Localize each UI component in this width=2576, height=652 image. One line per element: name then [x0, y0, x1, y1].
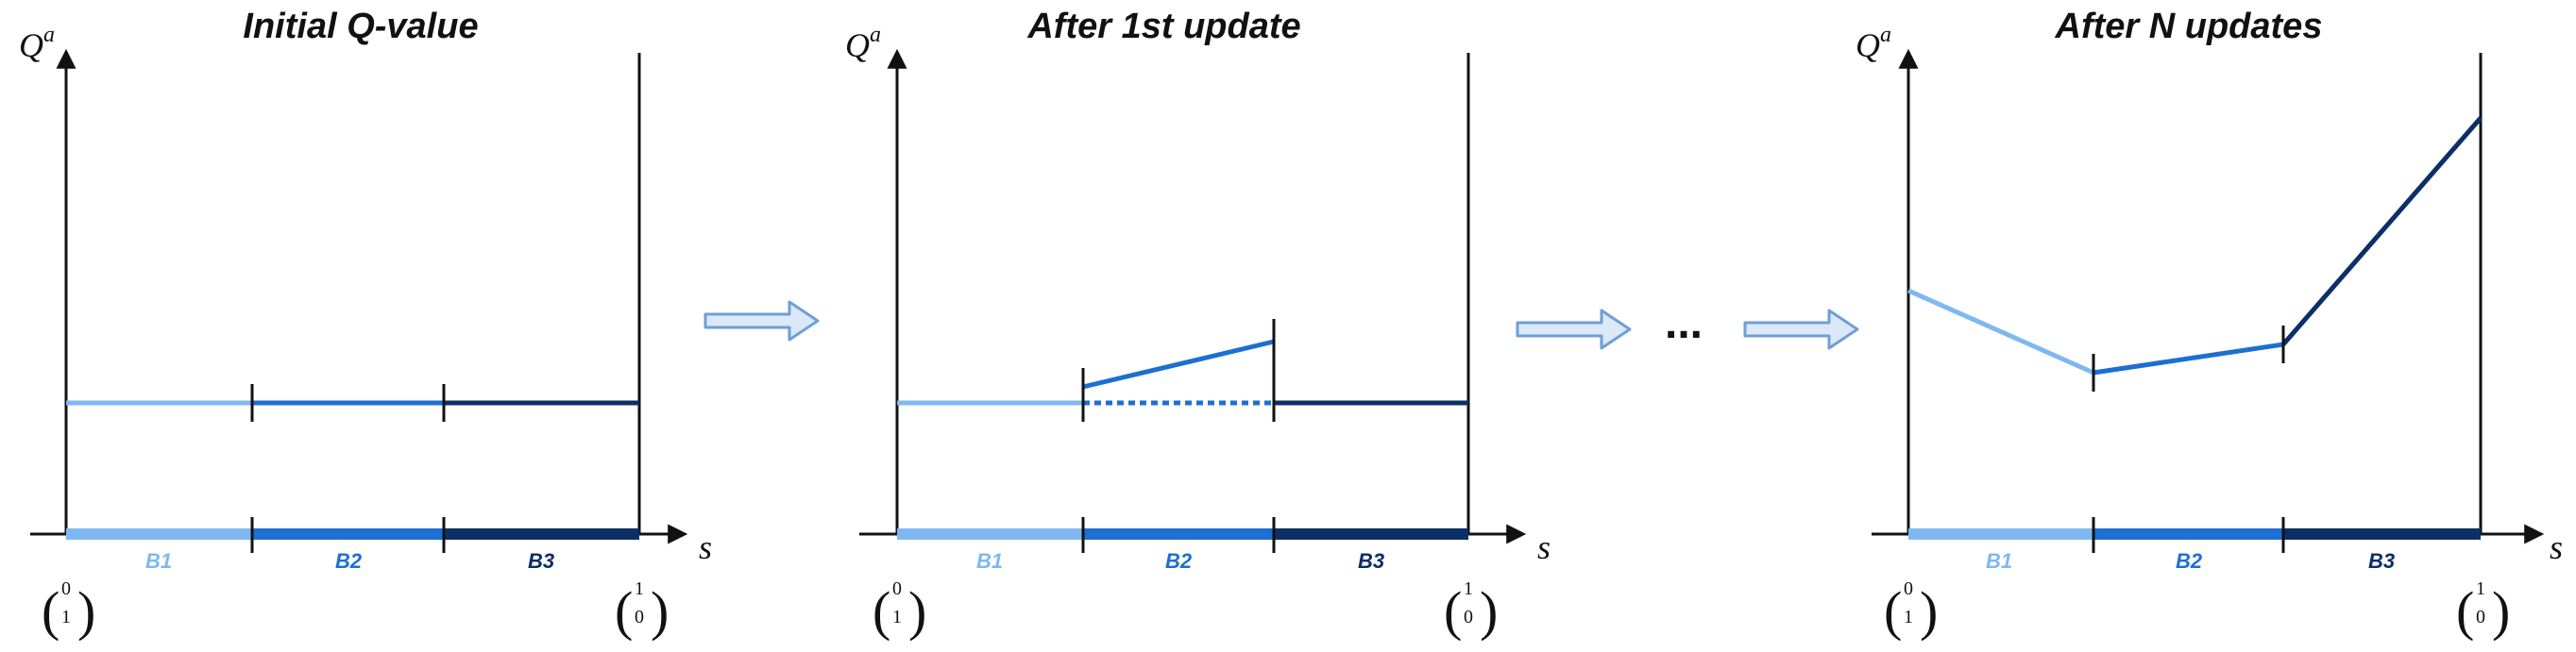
- svg-text:1: 1: [635, 578, 644, 599]
- segment-label-b1: B1: [1986, 549, 2012, 573]
- svg-text:1: 1: [1464, 578, 1473, 599]
- svg-text:0: 0: [892, 578, 902, 599]
- svg-text:1: 1: [1904, 607, 1913, 627]
- svg-text:0: 0: [1464, 607, 1473, 627]
- svg-text:): ): [1920, 580, 1938, 642]
- right-vector: ( 1 0 ): [2456, 578, 2510, 642]
- svg-text:Q: Q: [1856, 26, 1880, 64]
- svg-text:Q: Q: [19, 26, 43, 64]
- svg-text:(: (: [2456, 580, 2474, 642]
- x-axis-label: s: [699, 528, 712, 566]
- svg-text:(: (: [873, 580, 890, 642]
- svg-text:): ): [908, 580, 926, 642]
- segment-label-b3: B3: [528, 549, 554, 573]
- left-vector: ( 0 1 ): [873, 578, 926, 642]
- left-vector: ( 0 1 ): [42, 578, 95, 642]
- segment-label-b3: B3: [1358, 549, 1384, 573]
- panel-title: Initial Q-value: [243, 7, 478, 46]
- panel-n-updates: After N updates Q a s B1 B2 B3 ( 0 1 ) (: [1856, 7, 2563, 642]
- segment-label-b3: B3: [2368, 549, 2395, 573]
- segment-label-b2: B2: [1165, 549, 1193, 573]
- right-arrow-icon: [1516, 309, 1632, 350]
- svg-text:(: (: [1884, 580, 1902, 642]
- svg-text:0: 0: [2476, 607, 2485, 627]
- svg-text:0: 0: [1904, 578, 1913, 599]
- svg-text:0: 0: [635, 607, 644, 627]
- segment-label-b1: B1: [976, 549, 1003, 573]
- svg-text:1: 1: [2476, 578, 2485, 599]
- y-axis-label: Q a: [845, 23, 881, 64]
- left-vector: ( 0 1 ): [1884, 578, 1938, 642]
- right-vector: ( 1 0 ): [615, 578, 669, 642]
- svg-text:0: 0: [61, 578, 71, 599]
- svg-text:): ): [1480, 580, 1498, 642]
- svg-text:a: a: [43, 23, 55, 47]
- right-arrow-icon: [1743, 309, 1859, 350]
- x-axis-label: s: [2550, 528, 2563, 566]
- svg-text:a: a: [870, 23, 881, 47]
- svg-text:(: (: [1444, 580, 1462, 642]
- q-line-b3: [2281, 116, 2483, 346]
- svg-text:1: 1: [61, 607, 71, 627]
- svg-text:): ): [2492, 580, 2510, 642]
- svg-text:(: (: [615, 580, 633, 642]
- panel-title: After N updates: [2055, 7, 2323, 46]
- segment-label-b1: B1: [145, 549, 172, 573]
- svg-text:(: (: [42, 580, 59, 642]
- q-line-b2: [2093, 342, 2284, 376]
- svg-text:): ): [651, 580, 669, 642]
- svg-text:1: 1: [892, 607, 902, 627]
- q-line-b2-updated: [1082, 339, 1275, 390]
- segment-label-b2: B2: [2176, 549, 2203, 573]
- right-vector: ( 1 0 ): [1444, 578, 1498, 642]
- ellipsis: ...: [1665, 298, 1703, 348]
- y-axis-label: Q a: [1856, 23, 1891, 64]
- svg-text:a: a: [1880, 23, 1891, 47]
- panel-title: After 1st update: [1026, 7, 1300, 46]
- q-line-b1: [1907, 288, 2095, 376]
- panel-first-update: After 1st update Q a s B1 B2 B3 ( 0 1 ) …: [845, 7, 1551, 642]
- panel-initial: Initial Q-value Q a s B1 B2 B3 ( 0 1 ): [19, 7, 712, 642]
- y-axis-label: Q a: [19, 23, 55, 64]
- svg-text:): ): [77, 580, 95, 642]
- segment-label-b2: B2: [335, 549, 363, 573]
- svg-text:Q: Q: [845, 26, 870, 64]
- right-arrow-icon: [703, 300, 820, 342]
- x-axis-label: s: [1537, 528, 1551, 566]
